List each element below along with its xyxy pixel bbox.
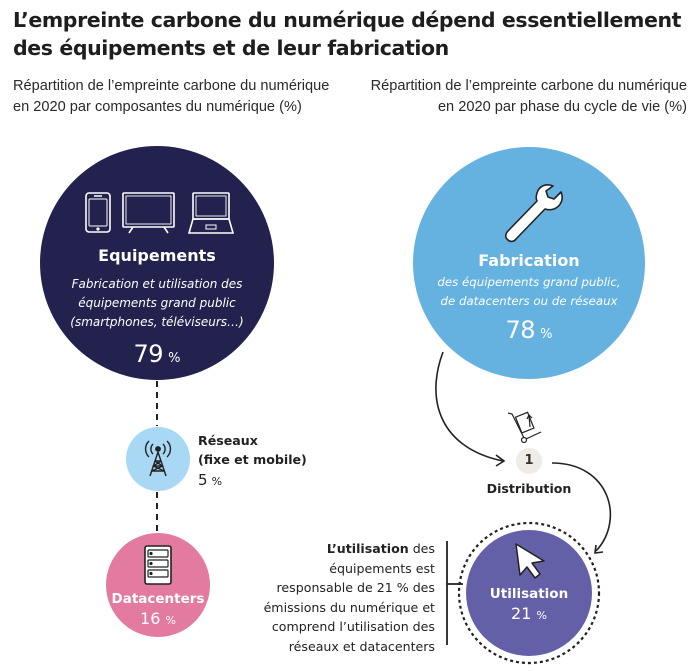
description-line: réseaux et datacenters <box>288 638 435 654</box>
datacenters-text: Datacenters 16 % <box>98 589 218 631</box>
description-line: émissions du numérique et <box>263 599 435 615</box>
distribution-value: 1 <box>524 453 534 468</box>
reseaux-circle <box>126 427 190 491</box>
flow-arrow <box>551 462 612 552</box>
equipements-value: 79 % <box>57 339 257 374</box>
smartphone-icon <box>85 192 111 233</box>
utilisation-dashed-ring <box>457 521 601 665</box>
left-subtitle: Répartition de l’empreinte carbone du nu… <box>13 78 330 115</box>
right-subtitle: Répartition de l’empreinte carbone du nu… <box>370 78 687 115</box>
datacenters-value: 16 % <box>98 609 218 631</box>
description-bold: L’utilisation <box>326 541 409 556</box>
description-rest: des <box>408 541 435 556</box>
fabrication-value: 78 % <box>429 315 629 350</box>
antenna-icon <box>144 440 172 477</box>
flow-arrow <box>435 351 504 462</box>
percent-unit: % <box>211 475 223 488</box>
reseaux-sublabel: (fixe et mobile) <box>198 452 307 467</box>
fabrication-percent: 78 <box>505 316 536 344</box>
page-title: L’empreinte carbone du numérique dépend … <box>13 8 682 60</box>
reseaux-value: 5 % <box>198 471 307 491</box>
percent-unit: % <box>540 327 553 342</box>
reseaux-text: Réseaux (fixe et mobile) 5 % <box>198 431 307 491</box>
arrow-head <box>594 544 604 554</box>
utilisation-description: L’utilisation des équipements est respon… <box>240 539 435 656</box>
arrow-head <box>495 454 506 467</box>
description-line: comprend l’utilisation des <box>271 619 435 634</box>
equipements-label: Equipements <box>98 246 216 265</box>
datacenters-label: Datacenters <box>111 591 205 607</box>
percent-unit: % <box>165 614 176 627</box>
laptop-icon <box>187 192 235 234</box>
reseaux-percent: 5 <box>198 471 208 489</box>
equipements-description: Fabrication et utilisation des équipemen… <box>70 277 244 329</box>
datacenters-circle <box>106 533 210 637</box>
hand-truck-icon <box>507 411 542 444</box>
fabrication-description-1: des équipements grand public, <box>437 275 621 289</box>
fabrication-description-2: de datacenters ou de réseaux <box>440 294 618 308</box>
fabrication-circle <box>413 147 645 379</box>
wrench-icon <box>504 184 563 243</box>
fabrication-label: Fabrication <box>478 251 580 270</box>
equipements-text: Equipements <box>57 245 257 267</box>
utilisation-value: 21 % <box>469 604 589 626</box>
percent-unit: % <box>536 609 547 622</box>
description-line: responsable de 21 % des <box>276 580 435 595</box>
description-line: équipements est <box>329 560 435 576</box>
distribution-circle <box>516 448 542 474</box>
equipements-circle <box>40 146 274 380</box>
utilisation-percent: 21 <box>511 604 532 623</box>
description-line: L’utilisation des <box>240 539 435 559</box>
television-icon <box>122 192 175 234</box>
cursor-icon <box>515 543 545 579</box>
utilisation-circle <box>466 530 592 656</box>
server-icon <box>144 545 172 585</box>
equipements-percent: 79 <box>133 340 164 368</box>
fabrication-text: Fabrication des équipements grand public… <box>429 250 629 350</box>
reseaux-label: Réseaux <box>198 433 258 448</box>
datacenters-percent: 16 <box>140 609 161 628</box>
distribution-label: Distribution <box>486 481 572 496</box>
percent-unit: % <box>168 351 181 366</box>
utilisation-text: Utilisation 21 % <box>469 584 589 626</box>
utilisation-label: Utilisation <box>489 586 569 602</box>
